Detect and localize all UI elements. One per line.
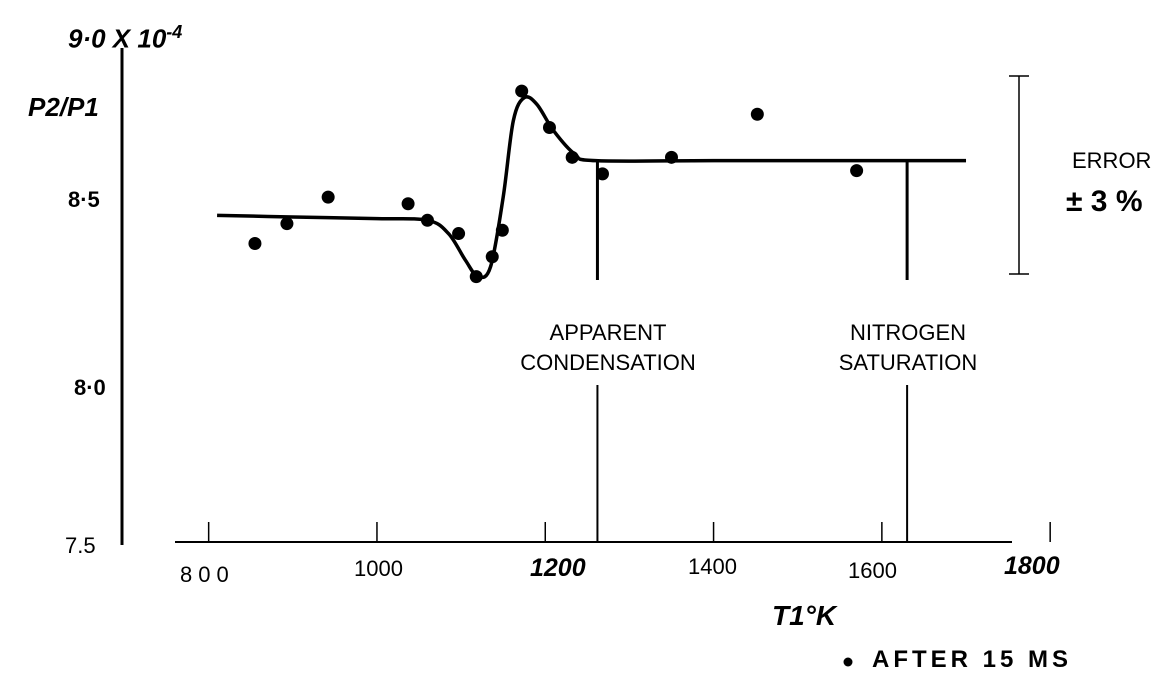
legend-marker xyxy=(843,657,853,667)
error-label: ERROR xyxy=(1072,148,1152,173)
error-value: ± 3 % xyxy=(1066,185,1143,218)
x-tick-label-1800: 1800 xyxy=(1004,552,1060,580)
data-point xyxy=(452,227,466,241)
y-scale-label: 9·0 X 10-4 xyxy=(68,22,182,55)
error-bar xyxy=(1009,75,1029,275)
data-points xyxy=(248,84,864,284)
fit-curve-group xyxy=(217,95,967,280)
marker-label-saturation: NITROGEN SATURATION xyxy=(813,318,1003,378)
data-point xyxy=(280,217,294,231)
marker-label-saturation-line1: NITROGEN xyxy=(849,320,967,345)
marker-label-saturation-line2: SATURATION xyxy=(838,350,978,375)
y-axis-label: P2/P1 xyxy=(28,92,99,122)
data-point xyxy=(664,150,678,164)
marker-label-condensation-line2: CONDENSATION xyxy=(520,350,696,375)
data-point xyxy=(850,164,864,178)
marker-lines xyxy=(595,160,909,542)
x-axis-label: T1°K xyxy=(772,600,837,631)
x-tick-label-1400: 1400 xyxy=(688,554,737,579)
data-point xyxy=(542,121,556,135)
data-point xyxy=(565,150,579,164)
x-tick-label-1600: 1600 xyxy=(848,558,897,583)
data-point xyxy=(515,84,529,98)
x-tick-label-1000: 1000 xyxy=(354,556,403,581)
data-point xyxy=(321,190,335,204)
y-tick-label-85: 8·5 xyxy=(68,187,100,212)
data-point xyxy=(495,223,509,237)
marker-label-condensation: APPARENT CONDENSATION xyxy=(508,318,708,378)
data-point xyxy=(485,250,499,264)
x-tick-label-1200: 1200 xyxy=(530,554,586,582)
fit-curve xyxy=(217,95,967,280)
y-tick-label-80: 8·0 xyxy=(74,375,106,400)
data-point xyxy=(248,236,262,250)
data-point xyxy=(750,107,764,121)
legend-label: AFTER 15 MS xyxy=(872,646,1073,673)
axes xyxy=(120,48,1051,545)
marker-label-condensation-line1: APPARENT xyxy=(549,320,667,345)
data-point xyxy=(420,213,434,227)
data-point xyxy=(595,167,609,181)
y-scale-text: 9·0 X 10 xyxy=(68,23,167,54)
x-tick-label-800: 800 xyxy=(180,562,235,587)
data-point xyxy=(401,197,415,211)
y-scale-exponent: -4 xyxy=(166,22,183,42)
y-tick-label-75: 7.5 xyxy=(65,533,96,558)
data-point xyxy=(469,270,483,284)
